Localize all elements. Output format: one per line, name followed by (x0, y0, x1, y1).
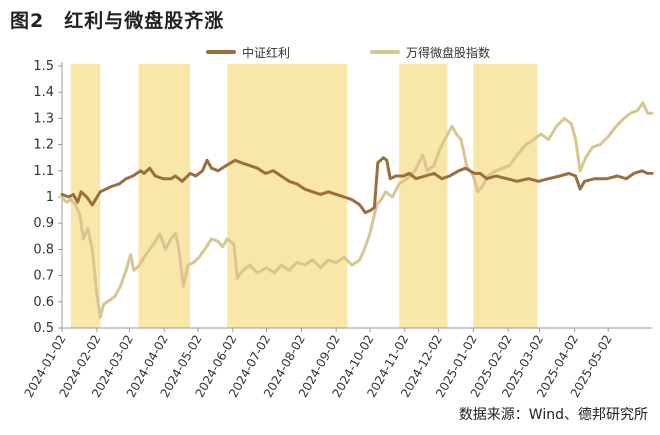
highlight-band-5 (473, 64, 538, 328)
y-tick-label: 1.1 (33, 164, 54, 179)
y-tick-label: 0.8 (33, 242, 54, 257)
y-tick-label: 1.3 (33, 111, 54, 126)
y-tick-label: 1 (46, 190, 54, 205)
series-line-1 (60, 156, 654, 215)
y-tick-label: 0.5 (33, 321, 54, 336)
highlight-band-4 (399, 64, 448, 328)
series-lines (60, 101, 654, 319)
chart-legend: 中证红利 万得微盘股指数 (206, 45, 490, 60)
figure-title: 图2 红利与微盘股齐涨 (10, 10, 225, 32)
y-tick-label: 0.6 (33, 295, 54, 310)
highlight-band-2 (138, 64, 191, 328)
y-tick-label: 0.7 (33, 269, 54, 284)
legend-label-2: 万得微盘股指数 (406, 45, 490, 60)
y-tick-label: 0.9 (33, 216, 54, 231)
highlight-bands (70, 64, 538, 328)
y-tick-label: 1.4 (33, 85, 54, 100)
y-tick-label: 1.5 (33, 59, 54, 74)
y-tick-label: 1.2 (33, 138, 54, 153)
highlight-band-3 (227, 64, 348, 328)
source-note: 数据来源：Wind、德邦研究所 (458, 407, 648, 423)
series-line-2 (60, 101, 654, 319)
legend-label-1: 中证红利 (242, 45, 290, 60)
